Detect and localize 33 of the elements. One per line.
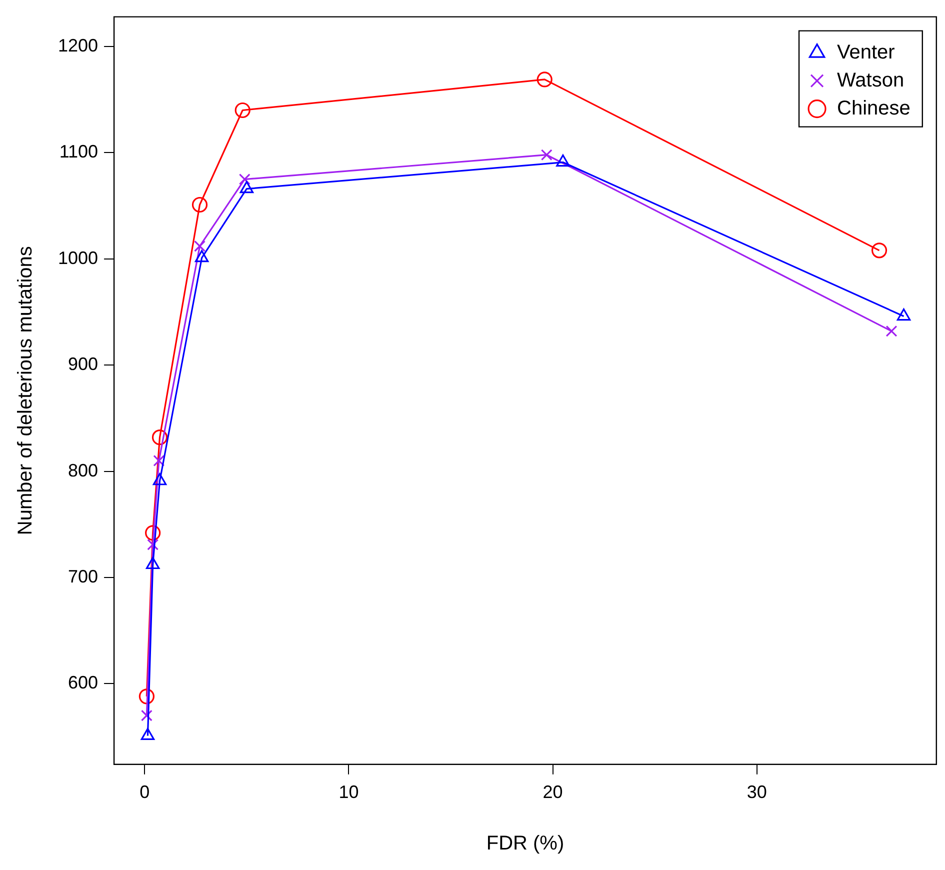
legend-label: Watson [837,69,904,92]
point [138,688,154,704]
y-tick-label: 900 [68,354,98,374]
point [140,710,152,722]
y-axis-title: Number of deleterious mutations [14,246,37,536]
point [194,240,206,252]
point [146,556,160,570]
point [536,72,552,88]
y-tick-label: 800 [68,460,98,480]
x-tick-label: 10 [338,782,359,802]
x-tick-label: 0 [140,782,150,802]
y-tick-label: 1000 [58,248,98,268]
point [238,174,250,186]
point [152,473,167,486]
legend-label: Chinese [837,97,910,120]
y-tick-label: 1200 [58,36,98,56]
x-tick-label: 20 [542,782,563,802]
point [152,430,168,446]
y-tick-label: 1100 [59,142,98,162]
point [540,149,552,161]
y-tick-label: 700 [68,566,98,586]
point [192,196,208,213]
legend-label: Venter [837,41,896,64]
point [234,102,250,118]
y-tick-label: 600 [68,672,98,693]
point [140,728,155,740]
point [147,538,159,550]
point [886,325,898,337]
point [145,525,161,541]
x-tick-label: 30 [746,782,767,802]
point [153,454,165,466]
x-axis-title: FDR (%) [486,832,564,855]
point [871,242,888,258]
